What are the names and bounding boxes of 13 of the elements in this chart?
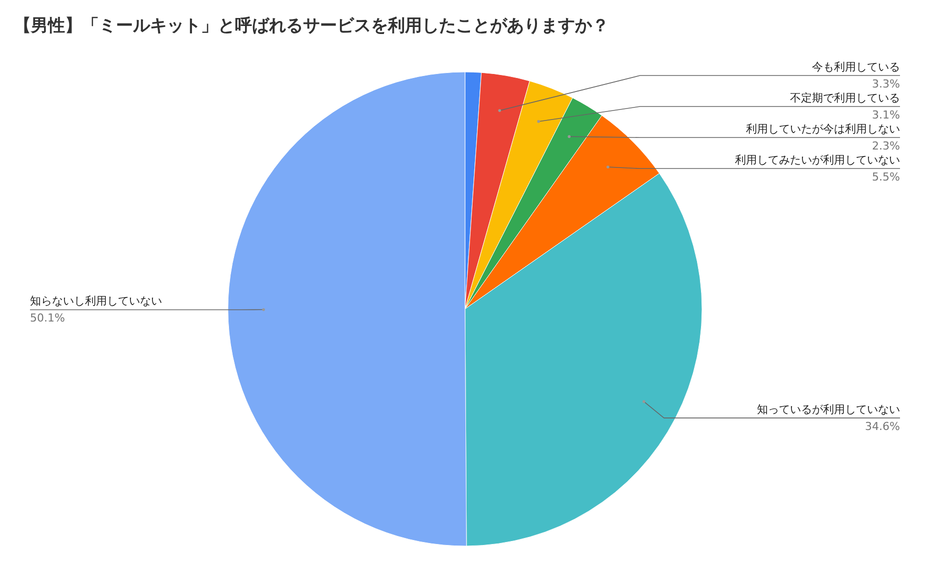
data-label: 3.3% (872, 78, 900, 91)
data-label: 3.1% (872, 108, 900, 122)
slice-label: 知らないし利用していない (30, 294, 162, 308)
chart-title: 【男性】「ミールキット」と呼ばれるサービスを利用したことがありますか？ (14, 16, 609, 36)
slice-label: 今も利用している (812, 60, 900, 74)
slice-label: 利用してみたいが利用していない (735, 154, 900, 167)
data-label: 2.3% (872, 140, 900, 153)
data-label: 5.5% (872, 170, 900, 184)
slice-label: 知っているが利用していない (757, 402, 900, 416)
slice-label: 不定期で利用している (790, 92, 900, 105)
data-label: 34.6% (865, 420, 900, 433)
data-label: 50.1% (30, 312, 65, 325)
slice-label: 利用していたが今は利用しない (746, 122, 900, 136)
